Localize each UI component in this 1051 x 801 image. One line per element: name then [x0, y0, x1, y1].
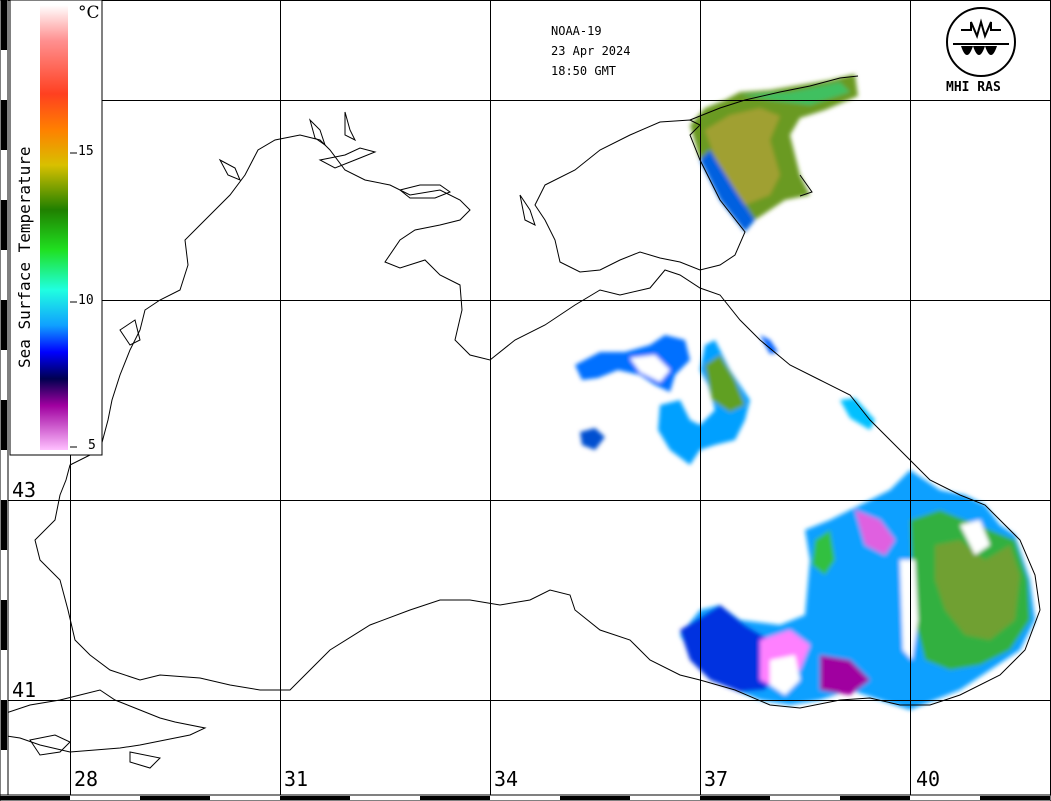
coastline — [0, 75, 1041, 769]
left-scale-bar — [0, 0, 9, 796]
legend — [9, 0, 103, 456]
logo-text: MHI RAS — [946, 80, 1001, 95]
legend-tick-15: 15 — [78, 144, 94, 159]
bottom-scale-bar — [0, 794, 1051, 801]
lon-label-40: 40 — [916, 767, 941, 791]
legend-title: Sea Surface Temperature — [15, 146, 34, 368]
date-label: 23 Apr 2024 — [551, 44, 631, 58]
mhi-ras-logo-icon — [946, 7, 1016, 77]
lat-label-43: 43 — [12, 478, 37, 502]
sst-data-layer — [575, 74, 1035, 710]
legend-gradient-bar — [40, 5, 68, 450]
legend-tick-10: 10 — [78, 293, 94, 308]
legend-unit: °C — [78, 3, 100, 23]
legend-tick-5: 5 — [88, 438, 96, 453]
lon-label-28: 28 — [74, 767, 99, 791]
time-label: 18:50 GMT — [551, 64, 617, 78]
lat-label-41: 41 — [12, 678, 37, 702]
satellite-label: NOAA-19 — [551, 24, 602, 38]
lon-label-37: 37 — [704, 767, 729, 791]
lon-label-34: 34 — [494, 767, 519, 791]
lon-label-31: 31 — [284, 767, 309, 791]
